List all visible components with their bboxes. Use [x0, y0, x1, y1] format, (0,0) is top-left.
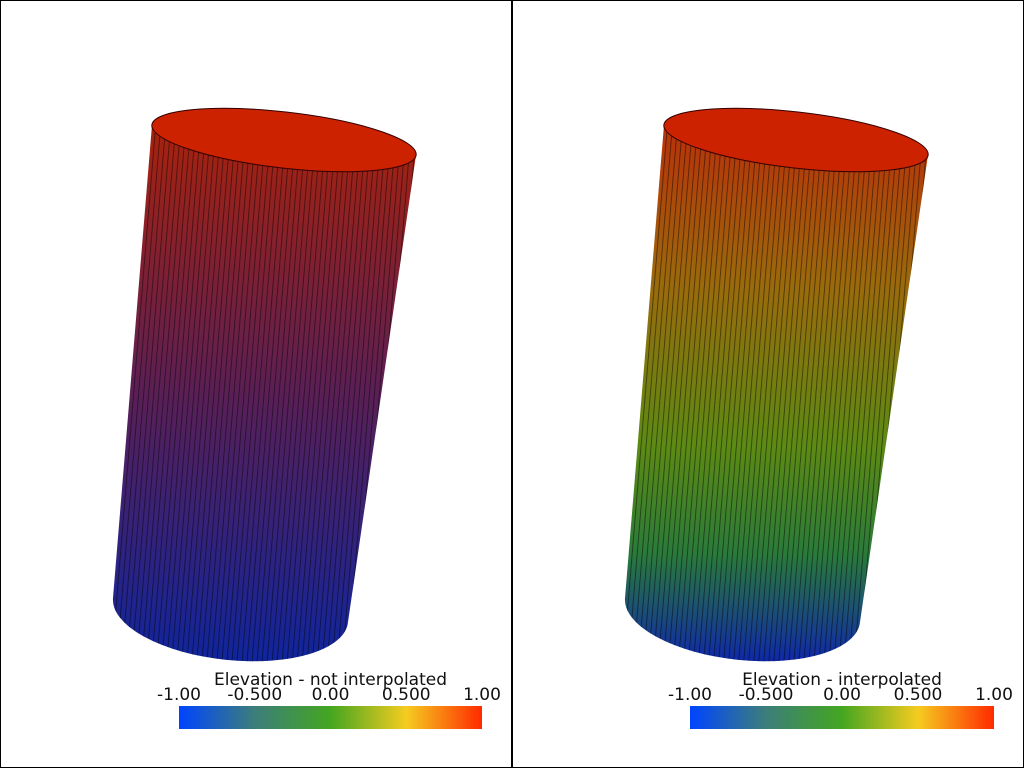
colorbar-tick-label: 0.500	[382, 685, 431, 705]
colorbar-title: Elevation - not interpolated	[214, 670, 447, 690]
colorbar-tick-label: 1.00	[975, 685, 1013, 705]
colorbar-tick-label: 0.500	[894, 685, 943, 705]
colorbar-tick-label: -1.00	[157, 685, 201, 705]
colorbar-tick-label: -1.00	[668, 685, 712, 705]
colorbar-tick-label: -0.500	[227, 685, 282, 705]
colorbar	[690, 706, 994, 729]
colorbar-tick-label: 0.00	[823, 685, 861, 705]
colorbar-tick-label: 0.00	[312, 685, 350, 705]
colorbar-tick-label: 1.00	[463, 685, 501, 705]
cylinder-right	[624, 107, 929, 662]
cylinder-left	[112, 107, 417, 662]
colorbar	[179, 706, 482, 729]
colorbar-tick-label: -0.500	[739, 685, 794, 705]
colorbar-title: Elevation - interpolated	[742, 670, 942, 690]
